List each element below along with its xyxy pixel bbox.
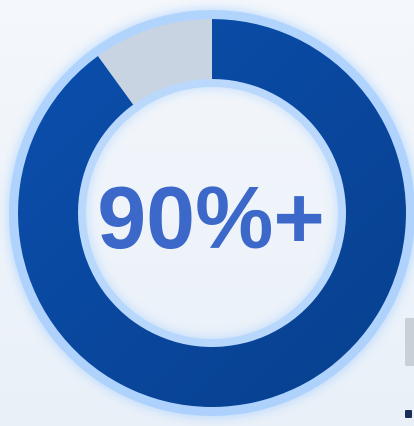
partial-side-mark xyxy=(405,410,412,418)
slice-majority xyxy=(17,19,406,407)
outer-glow-ring xyxy=(9,10,414,416)
donut-slices xyxy=(17,19,406,407)
donut-glow xyxy=(9,10,414,416)
center-label: 90%+ xyxy=(97,168,325,267)
slice-remainder xyxy=(97,19,212,105)
partial-side-element xyxy=(405,318,414,366)
inner-glow-ring xyxy=(76,77,348,349)
